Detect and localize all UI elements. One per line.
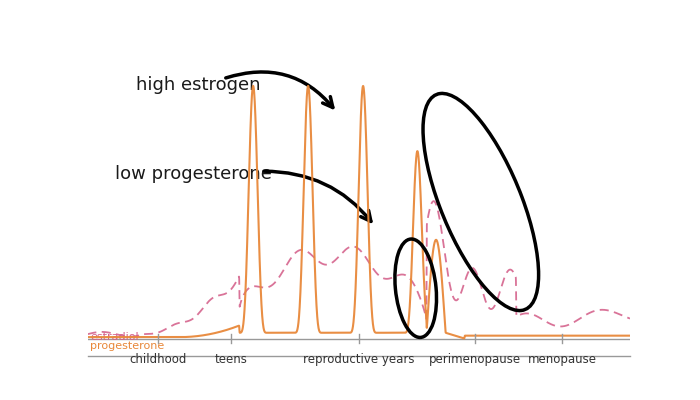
Text: teens: teens [215, 353, 248, 366]
Text: high estrogen: high estrogen [136, 76, 261, 94]
Text: reproductive years: reproductive years [303, 353, 414, 366]
Text: low progesterone: low progesterone [115, 165, 272, 183]
Text: childhood: childhood [130, 353, 187, 366]
Text: estradiol: estradiol [90, 332, 139, 342]
Text: progesterone: progesterone [90, 341, 164, 351]
Text: perimenopause: perimenopause [429, 353, 522, 366]
Text: menopause: menopause [528, 353, 596, 366]
